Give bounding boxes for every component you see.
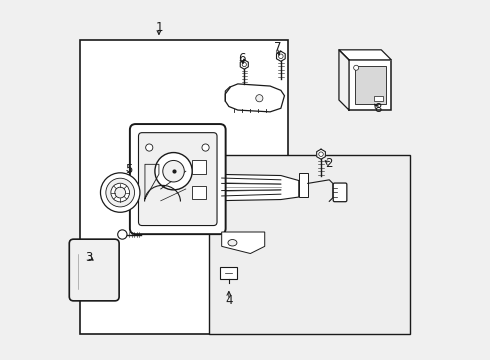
Circle shape — [115, 187, 125, 198]
Polygon shape — [221, 232, 265, 253]
Polygon shape — [225, 84, 285, 112]
Polygon shape — [317, 149, 325, 159]
Polygon shape — [339, 50, 392, 60]
Circle shape — [106, 178, 135, 207]
Bar — [374, 96, 383, 101]
Bar — [355, 66, 386, 104]
FancyBboxPatch shape — [139, 133, 217, 226]
Polygon shape — [276, 51, 285, 61]
Circle shape — [100, 173, 140, 212]
Polygon shape — [240, 60, 248, 69]
Circle shape — [146, 144, 153, 151]
Bar — [349, 60, 392, 110]
FancyBboxPatch shape — [333, 183, 347, 202]
Polygon shape — [221, 175, 299, 201]
Text: 1: 1 — [155, 21, 163, 34]
Bar — [220, 267, 238, 279]
Bar — [80, 40, 288, 334]
Bar — [192, 160, 206, 174]
Circle shape — [155, 153, 192, 190]
Bar — [299, 173, 308, 197]
Text: 7: 7 — [273, 41, 281, 54]
FancyBboxPatch shape — [130, 124, 225, 234]
Circle shape — [256, 95, 263, 102]
Text: 2: 2 — [325, 157, 333, 170]
Circle shape — [354, 65, 359, 70]
Circle shape — [163, 161, 184, 182]
Circle shape — [118, 230, 127, 239]
Ellipse shape — [228, 239, 237, 246]
Bar — [192, 186, 206, 199]
Polygon shape — [339, 50, 349, 110]
Text: 8: 8 — [374, 102, 381, 115]
Text: 5: 5 — [125, 163, 132, 176]
Circle shape — [202, 144, 209, 151]
FancyBboxPatch shape — [69, 239, 119, 301]
Text: 3: 3 — [85, 251, 93, 264]
Bar — [209, 155, 410, 334]
Text: 6: 6 — [238, 51, 245, 64]
Circle shape — [111, 183, 129, 202]
Text: 4: 4 — [225, 294, 233, 307]
